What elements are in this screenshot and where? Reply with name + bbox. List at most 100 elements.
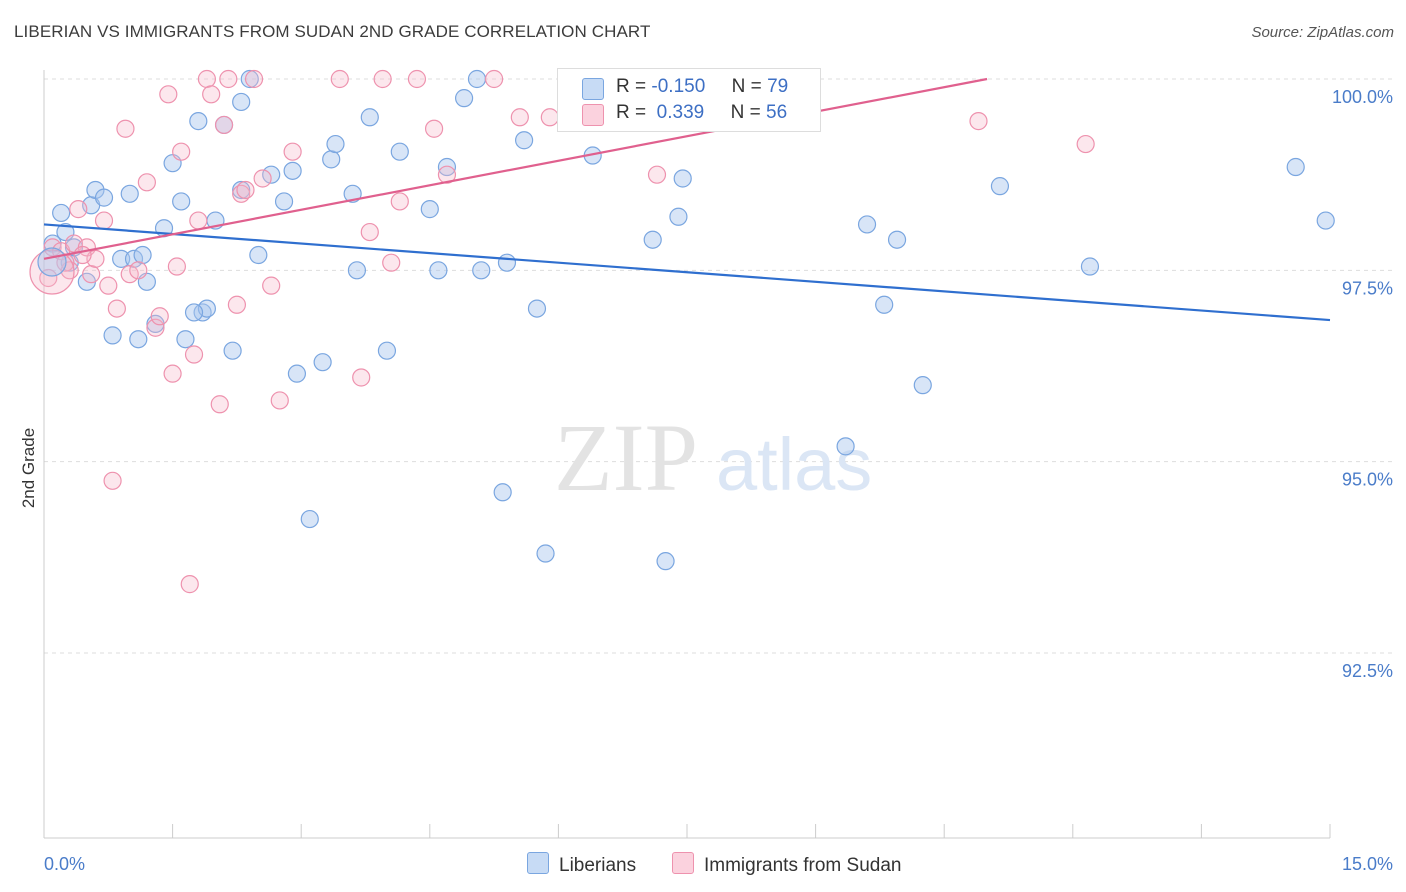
sudan-point <box>283 142 302 161</box>
legend-n-label: N = <box>730 102 761 123</box>
legend-label-sudan: Immigrants from Sudan <box>704 855 902 876</box>
liberians-point <box>467 69 487 89</box>
liberians-point <box>913 376 932 395</box>
sudan-point <box>540 108 559 127</box>
liberians-point <box>322 150 341 169</box>
liberians-point <box>189 111 208 131</box>
x-tick-max: 15.0% <box>1342 854 1393 874</box>
sudan-point <box>116 119 135 138</box>
sudan-point <box>382 253 401 272</box>
legend-swatch-sudan-bottom <box>672 852 694 874</box>
liberians-point <box>129 330 148 349</box>
liberians-point <box>857 215 877 234</box>
liberians-point <box>360 108 379 127</box>
sudan-point <box>180 575 199 594</box>
liberians-point <box>536 544 555 563</box>
grid-lines <box>44 78 1392 654</box>
liberians-trend-line <box>43 223 1331 322</box>
liberians-point <box>343 184 362 203</box>
sudan-point <box>210 395 229 414</box>
source-label: Source: ZipAtlas.com <box>1251 24 1394 41</box>
liberians-point <box>673 169 692 188</box>
sudan-point <box>373 69 392 89</box>
liberians-point <box>184 303 204 322</box>
sudan-point <box>103 471 122 490</box>
sudan-point <box>197 69 216 89</box>
chart-title: LIBERIAN VS IMMIGRANTS FROM SUDAN 2ND GR… <box>14 22 651 41</box>
legend-swatch-liberians <box>582 78 604 100</box>
liberians-point <box>112 249 131 268</box>
sudan-point <box>107 299 126 318</box>
liberians-point-cluster <box>37 247 67 277</box>
liberians-point <box>347 261 367 280</box>
liberians-point <box>429 261 448 280</box>
sudan-point <box>1076 134 1095 154</box>
sudan-point <box>150 307 169 326</box>
sudan-point <box>485 69 504 89</box>
liberians-point <box>656 552 675 571</box>
liberians-point <box>875 295 894 314</box>
sudan-point <box>163 364 182 383</box>
legend-n-value: 79 <box>767 76 789 97</box>
sudan-point <box>236 180 255 200</box>
sudan-point <box>390 192 409 211</box>
sudan-point <box>184 345 204 364</box>
liberians-point <box>223 341 242 360</box>
liberians-point <box>1080 257 1100 276</box>
liberians-point <box>377 341 397 360</box>
y-tick-label: 97.5% <box>1342 278 1393 298</box>
legend-r-value: -0.150 <box>651 76 706 97</box>
liberians-point <box>390 142 409 161</box>
legend-n-value: 56 <box>766 102 788 123</box>
sudan-point <box>159 85 178 104</box>
sudan-point <box>146 318 165 337</box>
liberians-point <box>493 483 512 502</box>
legend-swatch-liberians-bottom <box>527 852 549 874</box>
sudan-point <box>253 169 272 188</box>
sudan-point <box>82 265 101 284</box>
liberians-point <box>887 230 907 249</box>
sudan-point <box>407 69 427 89</box>
sudan-point <box>227 295 246 314</box>
liberians-point <box>287 364 307 383</box>
sudan-point <box>137 173 156 192</box>
axes <box>43 70 1331 839</box>
liberians-point <box>527 299 547 318</box>
sudan-point <box>330 69 349 89</box>
sudan-point <box>99 276 118 295</box>
legend-swatch-sudan <box>582 104 604 126</box>
liberians-point <box>232 180 251 200</box>
sudan-point <box>43 238 62 257</box>
liberians-point <box>326 134 345 154</box>
liberians-point <box>172 192 191 211</box>
legend-r-label: R = <box>616 102 647 123</box>
y-tick-label: 92.5% <box>1342 661 1393 681</box>
legend-item-liberians[interactable]: Liberians <box>527 852 636 877</box>
liberians-point <box>454 89 474 108</box>
sudan-point <box>214 115 234 135</box>
sudan-point <box>352 368 371 387</box>
liberians-point <box>94 188 114 207</box>
liberians-point <box>176 330 195 349</box>
legend-r-label: R = <box>616 76 647 97</box>
liberians-point <box>262 165 281 184</box>
liberians-point <box>515 131 534 150</box>
sudan-point <box>437 165 457 184</box>
x-tick-min: 0.0% <box>44 854 85 874</box>
sudan-point <box>360 222 379 242</box>
sudan-point <box>172 142 191 161</box>
liberians-point <box>669 207 688 226</box>
legend-r-value: 0.339 <box>656 102 705 123</box>
trend-lines <box>43 77 1331 322</box>
sudan-point <box>94 211 114 230</box>
y-axis-label: 2nd Grade <box>19 428 38 508</box>
sudan-point <box>69 200 88 219</box>
liberians-point <box>643 230 662 249</box>
legend-item-sudan[interactable]: Immigrants from Sudan <box>672 852 901 877</box>
liberians-point <box>249 245 268 265</box>
liberians-point <box>836 437 855 456</box>
liberians-point <box>990 177 1010 196</box>
sudan-point <box>510 108 529 127</box>
sudan-point <box>244 69 264 89</box>
